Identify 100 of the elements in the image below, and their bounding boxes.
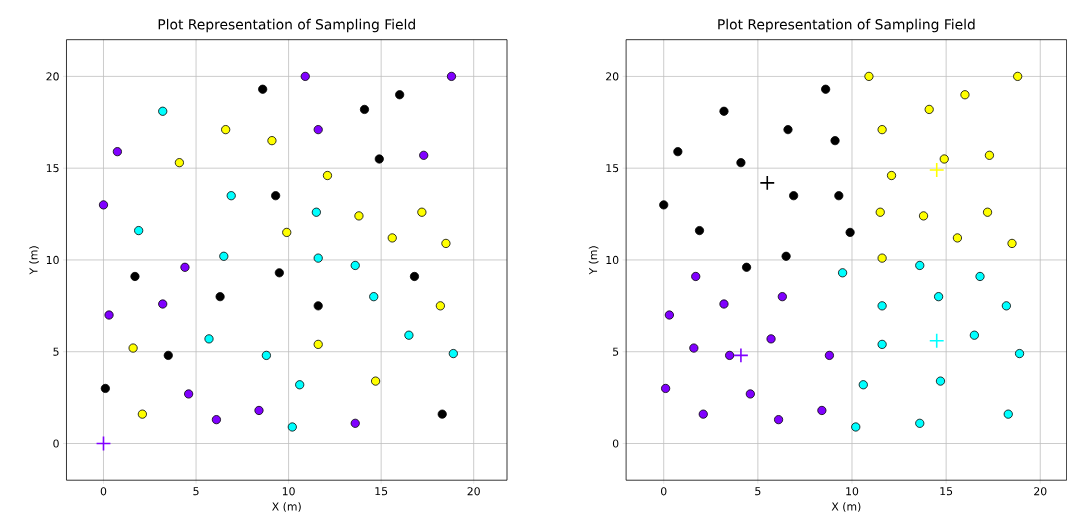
point xyxy=(395,90,405,100)
point xyxy=(864,71,874,82)
y-tick-label: 0 xyxy=(53,439,59,448)
point xyxy=(821,84,831,94)
point xyxy=(1014,349,1025,359)
point xyxy=(311,207,321,217)
point xyxy=(350,260,360,271)
point xyxy=(409,271,420,282)
point xyxy=(274,268,284,278)
point xyxy=(369,292,379,302)
y-tick-label: 0 xyxy=(612,439,619,448)
point xyxy=(664,310,674,320)
point xyxy=(371,376,381,386)
point xyxy=(100,383,110,394)
point xyxy=(877,253,887,263)
point xyxy=(437,409,447,419)
point xyxy=(261,350,271,361)
point xyxy=(282,227,292,238)
chart-title: Plot Representation of Sampling Field xyxy=(158,18,415,33)
point xyxy=(313,253,323,263)
y-tick-label: 15 xyxy=(606,164,619,173)
point xyxy=(180,262,190,272)
point xyxy=(886,171,897,181)
point xyxy=(875,207,885,217)
point xyxy=(781,251,791,261)
point xyxy=(830,136,840,146)
point xyxy=(694,226,705,236)
point xyxy=(689,343,699,353)
point xyxy=(134,226,144,236)
point xyxy=(698,409,708,419)
point xyxy=(934,292,944,302)
x-tick-label: 20 xyxy=(1034,487,1047,496)
point xyxy=(969,330,979,340)
point xyxy=(845,227,855,238)
point xyxy=(838,268,848,278)
point xyxy=(300,71,310,82)
point xyxy=(774,415,784,425)
point xyxy=(877,301,887,311)
point xyxy=(95,435,112,452)
point xyxy=(158,106,168,116)
point xyxy=(834,191,844,201)
point xyxy=(258,84,268,94)
point xyxy=(783,125,793,135)
point xyxy=(733,347,749,364)
x-axis-title: X (m) xyxy=(272,502,301,512)
point xyxy=(354,211,364,221)
point xyxy=(719,299,729,309)
y-tick-label: 10 xyxy=(46,255,59,265)
x-tick-label: 10 xyxy=(846,487,859,496)
point xyxy=(982,207,993,217)
point xyxy=(221,125,231,135)
point xyxy=(691,271,701,282)
point xyxy=(975,271,985,282)
x-tick-label: 15 xyxy=(940,487,953,496)
x-tick-label: 10 xyxy=(282,487,295,496)
point xyxy=(777,292,787,302)
x-tick-label: 5 xyxy=(193,487,199,496)
point xyxy=(935,376,946,386)
point xyxy=(952,233,962,243)
point xyxy=(789,191,799,201)
point xyxy=(928,162,945,178)
point xyxy=(1001,301,1011,311)
point xyxy=(419,150,429,160)
point xyxy=(448,349,458,359)
point xyxy=(128,343,138,353)
y-tick-label: 10 xyxy=(606,255,619,265)
point xyxy=(824,350,834,361)
point xyxy=(759,175,776,191)
point xyxy=(226,191,236,201)
point xyxy=(350,418,360,428)
x-axis-title: X (m) xyxy=(831,502,861,512)
point xyxy=(1003,409,1013,419)
point xyxy=(918,211,929,221)
point xyxy=(158,299,168,309)
point xyxy=(313,339,323,350)
point xyxy=(928,333,945,349)
point xyxy=(725,350,735,361)
point xyxy=(98,200,109,210)
point xyxy=(417,207,427,217)
point xyxy=(374,154,384,164)
point xyxy=(924,104,934,115)
y-tick-label: 5 xyxy=(53,347,59,356)
point xyxy=(736,158,746,168)
chart-title: Plot Representation of Sampling Field xyxy=(718,18,975,33)
point xyxy=(441,238,451,249)
point xyxy=(130,271,140,282)
x-tick-label: 0 xyxy=(660,487,667,496)
point xyxy=(673,147,683,157)
point xyxy=(960,90,970,100)
point xyxy=(915,418,925,428)
y-tick-label: 15 xyxy=(46,164,59,173)
point xyxy=(742,262,752,272)
point xyxy=(313,125,323,135)
x-tick-label: 15 xyxy=(375,487,388,496)
y-axis-title: Y (m) xyxy=(29,246,39,275)
point xyxy=(939,154,949,164)
y-tick-label: 20 xyxy=(46,72,59,81)
point xyxy=(877,339,887,350)
x-tick-label: 20 xyxy=(467,487,480,496)
point xyxy=(817,405,827,416)
